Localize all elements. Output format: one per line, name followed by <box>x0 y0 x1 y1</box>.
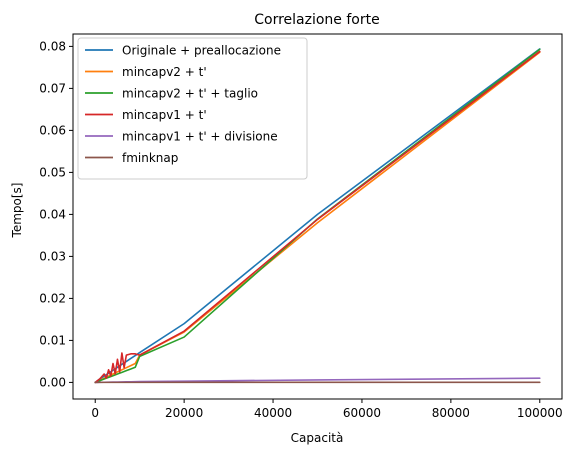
plot-frame <box>72 33 563 400</box>
legend: Originale + preallocazione mincapv2 + t' m… <box>77 37 308 180</box>
y-tick-label: 0.06 <box>39 123 66 137</box>
x-tick-label: 100000 <box>517 406 563 420</box>
y-axis-label: Tempo[s] <box>10 183 24 239</box>
legend-label: mincapv2 + t' <box>122 65 207 79</box>
x-axis-ticks: 0 20000 40000 60000 80000 100000 <box>91 399 563 420</box>
y-tick-label: 0.04 <box>39 207 66 221</box>
x-axis-label: Capacità <box>291 431 344 445</box>
plot-series-group <box>94 48 541 384</box>
y-tick-label: 0.07 <box>39 81 66 95</box>
legend-label: mincapv1 + t' + divisione <box>122 130 278 144</box>
x-tick-label: 60000 <box>343 406 381 420</box>
y-tick-label: 0.01 <box>39 333 66 347</box>
legend-label: Originale + preallocazione <box>122 44 281 58</box>
series-line-4 <box>94 50 541 384</box>
y-tick-label: 0.03 <box>39 249 66 263</box>
x-tick-label: 40000 <box>254 406 292 420</box>
x-tick-label: 80000 <box>432 406 470 420</box>
series-line-3 <box>94 48 541 384</box>
legend-label: fminknap <box>122 151 178 165</box>
chart-title: Correlazione forte <box>254 12 379 28</box>
y-tick-label: 0.02 <box>39 291 66 305</box>
y-axis-ticks: 0.00 0.01 0.02 0.03 0.04 0.05 0.06 0.07 0.08 <box>39 39 73 389</box>
x-tick-label: 20000 <box>165 406 203 420</box>
legend-label: mincapv1 + t' <box>122 108 207 122</box>
y-tick-label: 0.05 <box>39 165 66 179</box>
legend-label: mincapv2 + t' + taglio <box>122 87 258 101</box>
x-tick-label: 0 <box>91 406 99 420</box>
y-tick-label: 0.08 <box>39 39 66 53</box>
legend-box <box>77 37 308 180</box>
y-tick-label: 0.00 <box>39 375 66 389</box>
